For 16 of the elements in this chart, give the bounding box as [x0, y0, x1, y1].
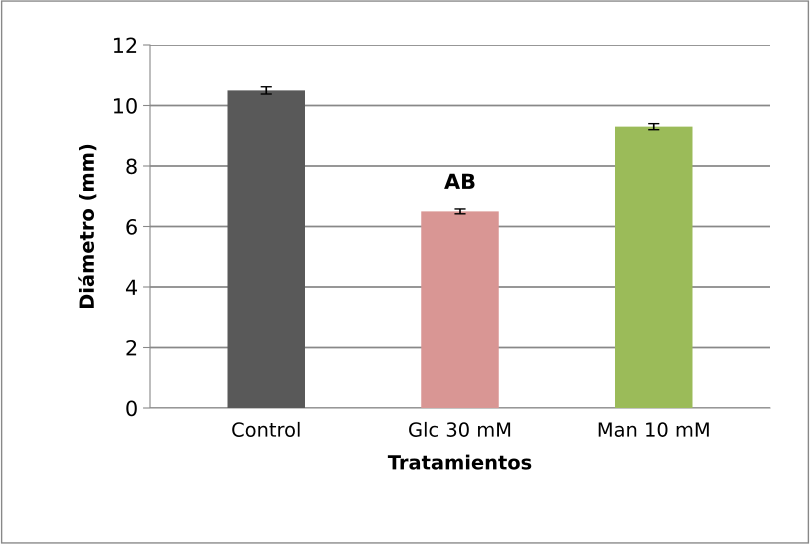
x-tick-label: Control	[232, 422, 300, 437]
annotation: AB	[444, 174, 475, 189]
y-tick-label: 10	[114, 98, 137, 114]
y-tick-label: 4	[126, 280, 138, 295]
y-tick-label: 6	[126, 218, 137, 235]
x-axis-title: Tratamientos	[388, 454, 532, 470]
y-tick-label: 2	[126, 340, 136, 356]
y-tick-label: 8	[126, 158, 137, 174]
y-axis-title: Diámetro (mm)	[78, 144, 96, 308]
y-tick-label: 12	[114, 37, 136, 53]
x-tick-label: Man 10 mM	[598, 422, 709, 437]
bar	[421, 211, 499, 408]
bar	[615, 126, 692, 408]
x-tick-label: Glc 30 mM	[409, 422, 510, 437]
bar	[228, 90, 305, 408]
y-tick-label: 0	[126, 400, 137, 416]
